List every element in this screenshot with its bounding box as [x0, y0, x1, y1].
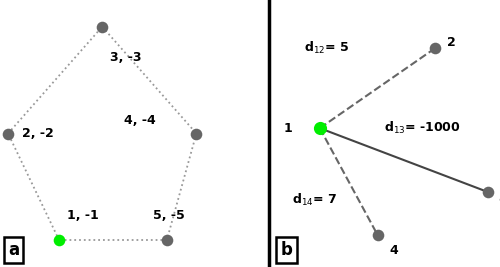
Text: 2: 2: [447, 36, 456, 49]
Point: [163, 238, 171, 242]
Text: 5, -5: 5, -5: [154, 209, 185, 222]
Point: [484, 190, 492, 194]
Text: b: b: [280, 241, 292, 259]
Text: d$_{13}$= -1000: d$_{13}$= -1000: [384, 120, 462, 136]
Text: 1: 1: [284, 122, 292, 135]
Text: 3: 3: [498, 191, 500, 204]
Point: [98, 25, 106, 29]
Text: 4: 4: [389, 245, 398, 257]
Text: 4, -4: 4, -4: [124, 114, 156, 127]
Point: [55, 238, 63, 242]
Point: [374, 233, 382, 237]
Text: d$_{12}$= 5: d$_{12}$= 5: [304, 40, 349, 56]
Text: a: a: [8, 241, 19, 259]
Text: 2, -2: 2, -2: [22, 127, 54, 140]
Point: [192, 131, 200, 136]
Text: d$_{14}$= 7: d$_{14}$= 7: [292, 192, 337, 208]
Point: [4, 131, 12, 136]
Point: [432, 46, 440, 50]
Text: 3, -3: 3, -3: [110, 51, 142, 64]
Point: [316, 126, 324, 130]
Text: 1, -1: 1, -1: [67, 209, 99, 222]
